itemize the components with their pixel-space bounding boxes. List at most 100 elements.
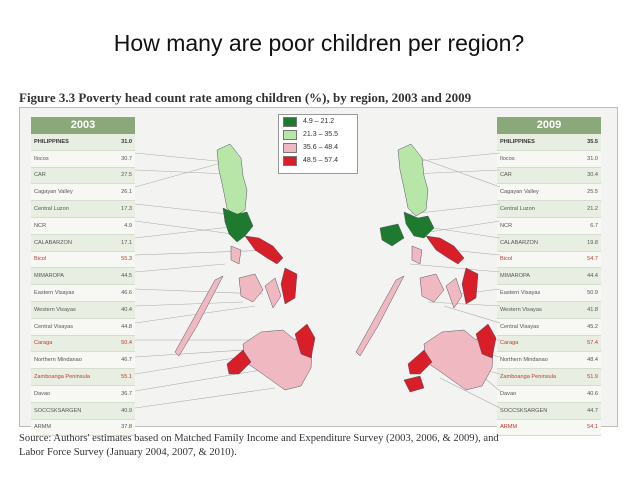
region-name: Zamboanga Peninsula: [500, 374, 556, 381]
region-value: 31.0: [121, 138, 132, 145]
region-value: 25.5: [587, 189, 598, 196]
region-name: Central Luzon: [500, 206, 535, 213]
region-name: Bicol: [500, 256, 513, 263]
region-value: 46.7: [121, 357, 132, 364]
region-name: CALABARZON: [500, 239, 538, 246]
region-value: 17.3: [121, 206, 132, 213]
table-row: Eastern Visayas 50.9: [497, 285, 601, 302]
table-row: Central Luzon 21.2: [497, 201, 601, 218]
figure-caption: Figure 3.3 Poverty head count rate among…: [19, 90, 472, 105]
table-row: Bicol 55.3: [31, 251, 135, 269]
region-value: 37.8: [121, 424, 132, 431]
table-row: NCR 6.7: [497, 217, 601, 235]
map-2003: [135, 143, 316, 409]
region-name: Zamboanga Peninsula: [34, 374, 90, 381]
region-value: 44.7: [587, 407, 598, 414]
legend-swatch: [283, 116, 297, 127]
table-row: Zamboanga Peninsula 51.9: [497, 369, 601, 386]
region-value: 21.2: [587, 206, 598, 213]
region-name: Cagayan Valley: [500, 189, 539, 196]
table-row: NCR 4.9: [31, 217, 135, 235]
region-name: Central Visayas: [34, 323, 74, 330]
legend-label: 35.6 – 48.4: [303, 144, 339, 151]
region-name: PHILIPPINES: [34, 138, 69, 145]
region-value: 45.2: [587, 323, 598, 330]
region-name: Ilocos: [34, 155, 49, 162]
region-value: 30.4: [587, 172, 598, 179]
region-name: MIMAROPA: [34, 273, 65, 280]
legend-item: 4.9 – 21.2: [279, 115, 357, 128]
table-row: ARMM 54.1: [497, 419, 601, 437]
region-value: 51.9: [587, 374, 598, 381]
region-name: Central Luzon: [34, 206, 69, 213]
legend-item: 21.3 – 35.5: [279, 128, 357, 141]
region-value: 4.9: [124, 222, 132, 229]
region-value: 50.9: [587, 290, 598, 297]
region-name: Eastern Visayas: [34, 290, 75, 297]
legend-label: 48.5 – 57.4: [303, 157, 339, 164]
map-legend: 4.9 – 21.2 21.3 – 35.5 35.6 – 48.4 48.5 – 5…: [278, 114, 358, 174]
region-value: 27.5: [121, 172, 132, 179]
region-value: 48.4: [587, 357, 598, 364]
region-value: 44.8: [121, 323, 132, 330]
region-value: 36.7: [121, 390, 132, 397]
region-name: SOCCSKSARGEN: [500, 407, 548, 414]
table-row: Eastern Visayas 46.6: [31, 285, 135, 302]
region-value: 50.4: [121, 340, 132, 347]
region-value: 26.1: [121, 189, 132, 196]
map-2009: [355, 143, 500, 409]
region-name: NCR: [500, 222, 513, 229]
table-2009-year: 2009: [497, 117, 601, 134]
table-row: Western Visayas 40.4: [31, 301, 135, 319]
region-value: 40.9: [121, 407, 132, 414]
legend-swatch: [283, 155, 297, 166]
table-row: Northern Mindanao 46.7: [31, 352, 135, 370]
region-name: Bicol: [34, 256, 47, 263]
region-value: 35.5: [587, 138, 598, 145]
region-value: 54.1: [587, 424, 598, 431]
table-row: Ilocos 30.7: [31, 150, 135, 168]
source-line-2: Labor Force Survey (January 2004, 2007, …: [19, 447, 237, 458]
region-name: PHILIPPINES: [500, 138, 535, 145]
source-line-1: Source: Authors' estimates based on Matc…: [19, 433, 499, 444]
region-name: SOCCSKSARGEN: [34, 407, 82, 414]
region-value: 41.8: [587, 306, 598, 313]
region-name: NCR: [34, 222, 47, 229]
region-value: 40.4: [121, 306, 132, 313]
region-name: Cagayan Valley: [34, 189, 73, 196]
table-row: Zamboanga Peninsula 55.1: [31, 369, 135, 386]
region-name: CAR: [500, 172, 512, 179]
table-row: Central Visayas 45.2: [497, 318, 601, 336]
legend-swatch: [283, 129, 297, 140]
region-value: 44.4: [587, 273, 598, 280]
table-row: Bicol 54.7: [497, 251, 601, 269]
region-name: Caraga: [34, 340, 53, 347]
region-name: Caraga: [500, 340, 519, 347]
table-row: MIMAROPA 44.5: [31, 268, 135, 286]
region-value: 40.6: [587, 390, 598, 397]
region-name: MIMAROPA: [500, 273, 531, 280]
region-value: 31.0: [587, 155, 598, 162]
table-row: Davao 36.7: [31, 385, 135, 403]
region-name: ARMM: [500, 424, 518, 431]
table-row: CAR 27.5: [31, 167, 135, 185]
table-row: Caraga 50.4: [31, 335, 135, 353]
table-row: Central Visayas 44.8: [31, 318, 135, 336]
table-row: PHILIPPINES 35.5: [497, 134, 601, 151]
region-value: 55.1: [121, 374, 132, 381]
region-value: 19.8: [587, 239, 598, 246]
table-row: PHILIPPINES 31.0: [31, 134, 135, 151]
source-note: Source: Authors' estimates based on Matc…: [19, 432, 619, 460]
legend-item: 48.5 – 57.4: [279, 154, 357, 167]
table-2009: 2009 PHILIPPINES 35.5 Ilocos 31.0 CAR 30.4 Cag…: [497, 117, 601, 437]
table-row: ARMM 37.8: [31, 419, 135, 437]
region-value: 57.4: [587, 340, 598, 347]
legend-swatch: [283, 142, 297, 153]
region-value: 54.7: [587, 256, 598, 263]
leader-lines-2003: [135, 152, 295, 409]
region-name: Northern Mindanao: [34, 357, 82, 364]
table-row: SOCCSKSARGEN 40.9: [31, 402, 135, 420]
table-row: Northern Mindanao 48.4: [497, 352, 601, 370]
region-value: 44.5: [121, 273, 132, 280]
table-row: Cagayan Valley 26.1: [31, 184, 135, 202]
